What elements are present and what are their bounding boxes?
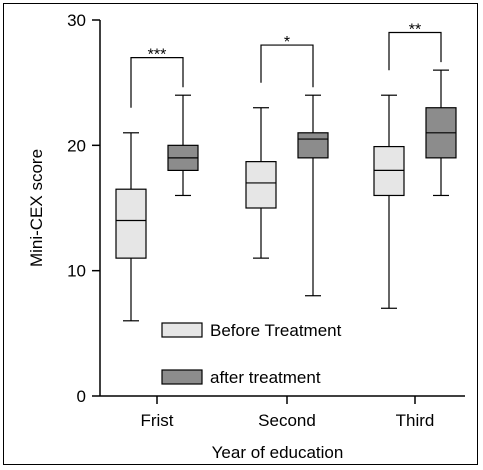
significance-bracket: **: [388, 22, 442, 71]
legend-swatch: [161, 322, 203, 338]
significance-label: ***: [148, 47, 167, 64]
legend-swatch: [161, 369, 203, 385]
box-before-1: [115, 132, 147, 322]
x-axis-label: Year of education: [212, 443, 344, 462]
box-iqr: [297, 132, 329, 159]
box-iqr: [373, 145, 405, 197]
legend-label: Before Treatment: [210, 321, 342, 340]
significance-label: **: [409, 22, 421, 39]
significance-label: *: [284, 34, 290, 51]
y-tick-label: 30: [67, 11, 86, 30]
box-before-2: [245, 107, 277, 259]
bracket-line: [388, 31, 442, 71]
legend: Before Treatment after treatment: [161, 321, 342, 387]
box-iqr: [245, 161, 277, 209]
legend-item: after treatment: [161, 368, 321, 387]
bracket-line: [130, 56, 184, 108]
y-axis-label: Mini-CEX score: [27, 149, 46, 267]
y-ticks: 0 10 20 30: [67, 11, 100, 406]
y-tick-label: 10: [67, 262, 86, 281]
box-iqr: [115, 188, 147, 259]
x-tick-label: Third: [396, 411, 435, 430]
legend-label: after treatment: [210, 368, 321, 387]
legend-item: Before Treatment: [161, 321, 342, 340]
x-tick-label: Second: [258, 411, 316, 430]
chart-frame: [3, 3, 478, 465]
box-before-3: [373, 94, 405, 309]
significance-bracket: ***: [130, 47, 184, 108]
axes: [99, 20, 465, 397]
boxes: [115, 69, 457, 322]
y-tick-label: 0: [77, 387, 86, 406]
significance-brackets: ******: [130, 22, 442, 108]
significance-bracket: *: [260, 34, 314, 88]
box-after-1: [167, 94, 199, 197]
y-tick-label: 20: [67, 136, 86, 155]
x-tick-label: Frist: [140, 411, 173, 430]
x-ticks: Frist Second Third: [140, 396, 434, 430]
bracket-line: [260, 44, 314, 88]
box-after-2: [297, 94, 329, 297]
box-after-3: [425, 69, 457, 197]
